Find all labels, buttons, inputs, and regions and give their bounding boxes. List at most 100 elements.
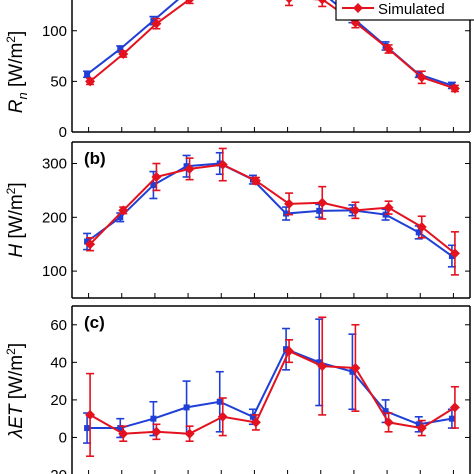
data-point: [317, 361, 328, 372]
data-point: [217, 159, 228, 170]
y-tick-label: 0: [59, 429, 67, 446]
y-axis-label-unit: [W/m: [6, 194, 27, 244]
data-point: [217, 411, 228, 422]
data-point: [150, 182, 157, 189]
series-line: [89, 349, 456, 435]
panel-label-b: (b): [84, 149, 106, 168]
data-point: [184, 428, 195, 439]
legend-simulated-marker: [353, 3, 363, 13]
series-simulated: [85, 316, 460, 458]
y-tick-label: -20: [45, 467, 67, 474]
y-axis-label-symbol: λET: [6, 403, 27, 439]
data-point: [448, 415, 455, 422]
data-point: [416, 72, 427, 83]
panel-c-latent-heat: -20 0 20 40 60 λET [W/m2]: [4, 305, 471, 474]
y-axis-label-superscript: 2: [4, 348, 18, 355]
data-point: [317, 197, 328, 208]
data-point: [84, 71, 91, 78]
panel-c-label-group: (c): [78, 308, 126, 334]
y-tick-label: 60: [50, 317, 67, 334]
data-point: [216, 398, 223, 405]
data-point: [250, 175, 261, 186]
series-line: [89, 0, 456, 90]
data-point: [185, 0, 194, 5]
y-axis-label-close: ]: [6, 343, 27, 348]
legend: Simulated: [335, 0, 474, 21]
y-tick-label: 100: [42, 23, 67, 40]
data-point: [249, 413, 256, 420]
series-observed: [83, 151, 456, 268]
data-point: [150, 17, 157, 24]
y-tick-label: 0: [59, 124, 67, 141]
y-tick-label: 40: [50, 354, 67, 371]
data-point: [150, 415, 157, 422]
y-axis-label: λET [W/m2]: [4, 343, 27, 439]
panel-a-net-radiation: 050100150Rn [W/m2]: [4, 0, 471, 141]
data-point: [117, 425, 124, 432]
y-axis-label-close: ]: [6, 31, 27, 36]
y-axis-label-subscript: n: [15, 92, 30, 99]
data-point: [183, 163, 190, 170]
series-line: [89, 163, 456, 255]
y-tick-label: 50: [50, 73, 67, 90]
data-point: [118, 49, 129, 60]
data-point: [383, 43, 394, 54]
data-point: [350, 362, 361, 373]
data-point: [448, 253, 455, 260]
data-point: [449, 248, 460, 259]
panel-b-sensible-heat: 100 200 300 H [W/m2]: [4, 141, 471, 299]
data-point: [84, 238, 91, 245]
y-tick-label: 200: [42, 209, 67, 226]
data-point: [284, 346, 295, 357]
data-point: [85, 239, 96, 250]
data-point: [317, 0, 327, 5]
data-point: [85, 409, 96, 420]
data-point: [316, 359, 323, 366]
legend-simulated-label: Simulated: [378, 1, 445, 18]
data-point: [183, 404, 190, 411]
legend-box: [335, 0, 474, 21]
series-line: [86, 162, 453, 257]
y-axis-label-symbol: R: [6, 99, 27, 113]
data-point: [151, 171, 162, 182]
data-point: [416, 423, 427, 434]
data-point: [416, 221, 427, 232]
data-point: [383, 202, 394, 213]
data-point: [84, 425, 91, 432]
data-point: [283, 210, 290, 217]
y-axis-label-close: ]: [6, 182, 27, 187]
data-point: [285, 0, 293, 4]
data-point: [349, 368, 356, 375]
series-line: [87, 347, 453, 430]
data-point: [151, 426, 162, 437]
y-tick-label: 300: [42, 156, 67, 173]
y-axis-label-unit: [W/m: [6, 43, 27, 93]
data-point: [184, 163, 195, 174]
data-point: [383, 417, 394, 428]
y-axis-label-unit: [W/m: [6, 355, 27, 405]
data-point: [117, 45, 124, 52]
y-axis-label: H [W/m2]: [4, 182, 27, 257]
data-point: [415, 421, 422, 428]
y-tick-label: 100: [42, 263, 67, 280]
data-point: [382, 408, 389, 415]
y-axis-label-superscript: 2: [4, 36, 18, 43]
y-axis-label-symbol: H: [6, 244, 27, 258]
panel-b-label-group: (b): [78, 144, 126, 170]
data-point: [117, 214, 124, 221]
y-axis-label-superscript: 2: [4, 187, 18, 194]
data-point: [85, 76, 96, 87]
series-simulated: [85, 147, 460, 276]
data-point: [415, 229, 422, 236]
data-point: [449, 402, 460, 413]
data-point: [118, 205, 129, 216]
y-tick-label: 20: [50, 392, 67, 409]
data-point: [350, 205, 361, 216]
panel-label-c: (c): [84, 313, 105, 332]
data-point: [449, 83, 460, 94]
data-point: [118, 428, 129, 439]
data-point: [151, 18, 162, 29]
data-point: [250, 417, 261, 428]
data-point: [284, 198, 295, 209]
